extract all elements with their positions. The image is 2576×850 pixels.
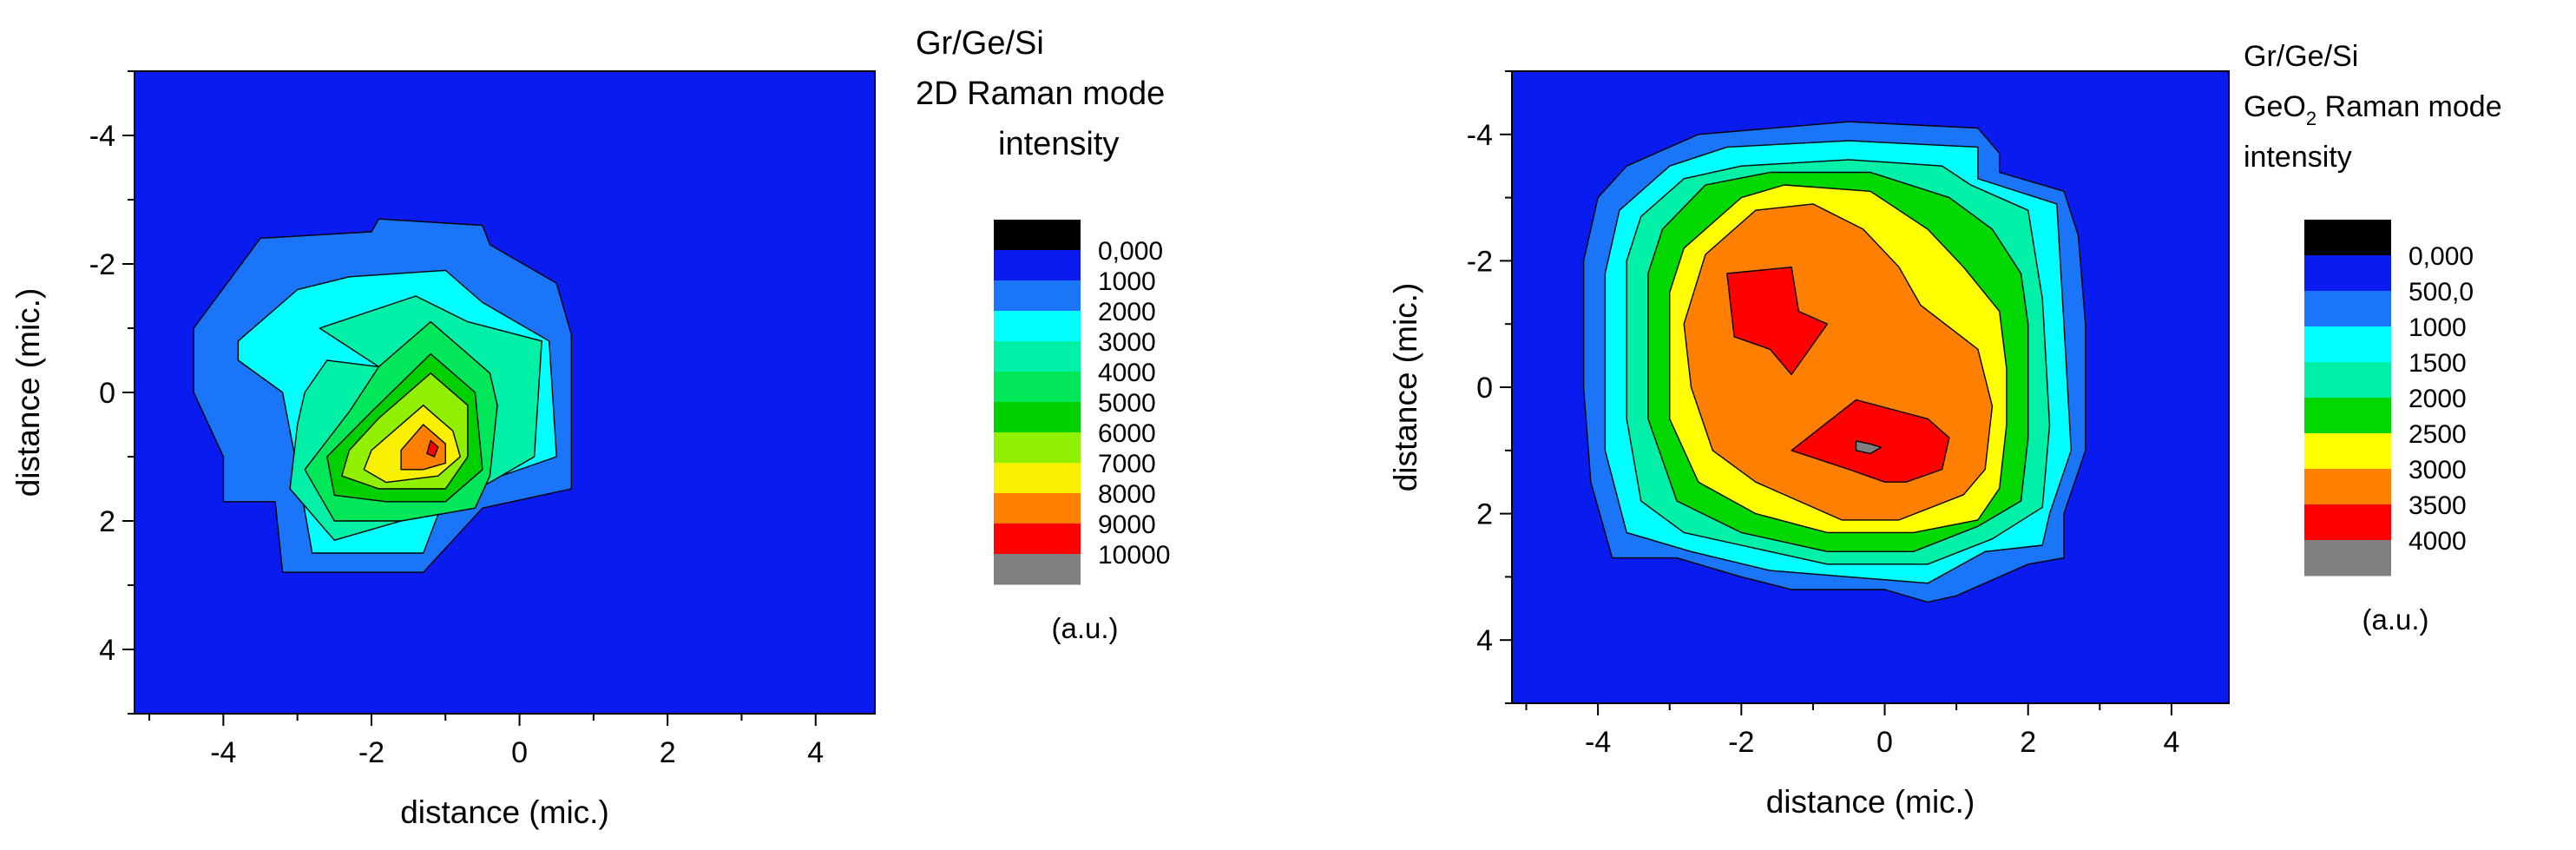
y-tick-label: -4: [1467, 119, 1493, 152]
colorbar-label: 2000: [2408, 385, 2467, 413]
colorbar-band-6: [2304, 433, 2391, 470]
contour-region-6: [1726, 267, 1829, 376]
y-tick-label: 2: [1476, 498, 1493, 531]
title-rest: Raman mode: [2316, 90, 2502, 123]
colorbar-band-5: [2304, 398, 2391, 434]
colorbar-label: 8000: [1098, 480, 1156, 509]
y-tick-label: 4: [99, 634, 115, 667]
colorbar-label: 7000: [1098, 450, 1156, 478]
colorbar-band-7: [2304, 469, 2391, 505]
x-tick-label: -4: [210, 736, 236, 769]
title-subscript: 2: [2306, 108, 2316, 129]
colorbar-label: 4000: [1098, 359, 1156, 387]
colorbar-unit: (a.u.): [2362, 603, 2428, 636]
x-tick-label: 2: [2020, 726, 2036, 759]
colorbar-band-4: [994, 341, 1081, 372]
colorbar-label: 2500: [2408, 420, 2467, 449]
colorbar-label: 6000: [1098, 419, 1156, 448]
colorbar-band-6: [994, 402, 1081, 433]
colorbar-band-7: [994, 432, 1081, 464]
colorbar-label: 3500: [2408, 491, 2467, 520]
colorbar-label: 3000: [1098, 328, 1156, 357]
x-tick-label: 0: [1876, 726, 1893, 759]
colorbar-band-8: [994, 463, 1081, 494]
y-axis-label: distance (mic.): [1388, 283, 1423, 492]
colorbar-unit: (a.u.): [1051, 612, 1118, 644]
x-tick-label: 0: [511, 736, 528, 769]
colorbar-label: 500,0: [2408, 278, 2474, 306]
colorbar-band-0: [2304, 220, 2391, 256]
y-tick-label: -2: [1467, 245, 1493, 278]
x-tick-label: -2: [1728, 726, 1754, 759]
colorbar-band-11: [994, 554, 1081, 585]
colorbar-band-1: [994, 250, 1081, 281]
contour-region-7: [1791, 399, 1950, 483]
y-tick-label: 0: [99, 377, 115, 410]
colorbar-label: 5000: [1098, 389, 1156, 418]
contour-region-8: [1855, 440, 1883, 455]
colorbar-band-3: [2304, 326, 2391, 363]
colorbar-label: 2000: [1098, 298, 1156, 326]
colorbar-band-10: [994, 524, 1081, 555]
chart-title-line: intensity: [998, 126, 1119, 162]
colorbar-band-0: [994, 220, 1081, 251]
colorbar-label: 3000: [2408, 456, 2467, 484]
x-axis-label: distance (mic.): [1766, 784, 1975, 820]
colorbar-label: 9000: [1098, 511, 1156, 539]
colorbar-label: 4000: [2408, 527, 2467, 556]
x-tick-label: -4: [1585, 726, 1611, 759]
colorbar-band-4: [2304, 362, 2391, 399]
chart-title-line: GeO2 Raman mode: [2244, 90, 2502, 129]
y-tick-label: 2: [99, 505, 115, 538]
colorbar-label: 1500: [2408, 349, 2467, 378]
contour-region-8: [426, 439, 439, 458]
y-tick-label: -4: [89, 120, 115, 153]
colorbar-band-2: [2304, 291, 2391, 327]
chart-title-line: Gr/Ge/Si: [2244, 40, 2358, 73]
colorbar-band-5: [994, 372, 1081, 403]
chart-title-line: intensity: [2244, 141, 2352, 174]
colorbar-label: 1000: [1098, 267, 1156, 296]
contour-region-7: [400, 424, 446, 471]
colorbar-band-2: [994, 280, 1081, 312]
colorbar-label: 0,000: [2408, 242, 2474, 271]
x-tick-label: 4: [2163, 726, 2179, 759]
chart-2d-intensity: -4 -2 0 2 4 -4 -2 0 2 4 distance (mic.) distance (m…: [10, 25, 1170, 830]
colorbar-label: 10000: [1098, 541, 1170, 570]
colorbar-label: 1000: [2408, 313, 2467, 342]
colorbar-label: 0,000: [1098, 237, 1163, 266]
colorbar-band-1: [2304, 255, 2391, 292]
y-axis-label: distance (mic.): [10, 288, 46, 497]
x-axis-label: distance (mic.): [400, 794, 609, 830]
x-tick-label: -2: [358, 736, 384, 769]
title-geo: GeO: [2244, 90, 2306, 123]
x-tick-label: 4: [807, 736, 824, 769]
colorbar-band-8: [2304, 504, 2391, 541]
chart-title-line: Gr/Ge/Si: [916, 25, 1044, 62]
x-tick-label: 2: [660, 736, 676, 769]
colorbar-band-9: [994, 493, 1081, 524]
colorbar-band-9: [2304, 540, 2391, 577]
y-tick-label: -2: [89, 248, 115, 281]
chart-geo2-intensity: -4 -2 0 2 4 -4 -2 0 2 4 distance (mic.) distance (m…: [1388, 40, 2502, 820]
colorbar-band-3: [994, 311, 1081, 342]
y-tick-label: 0: [1476, 372, 1493, 405]
y-tick-label: 4: [1476, 624, 1493, 657]
chart-title-line: 2D Raman mode: [916, 76, 1165, 112]
